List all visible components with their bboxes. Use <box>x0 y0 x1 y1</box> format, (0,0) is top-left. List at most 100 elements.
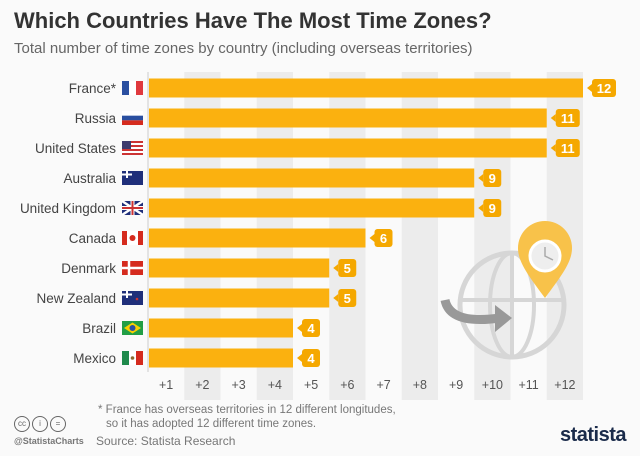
value-label-bg <box>592 79 616 97</box>
footnote-line-1: * France has overseas territories in 12 … <box>98 404 396 416</box>
bar <box>149 228 366 248</box>
value-label-pointer <box>478 174 484 182</box>
flag-icon-br <box>122 321 143 335</box>
value-label: 12 <box>597 81 611 96</box>
bar <box>149 108 547 128</box>
flag-part <box>122 111 143 116</box>
bar <box>149 288 330 308</box>
flag-part <box>122 149 143 151</box>
category-label: Denmark <box>61 261 116 276</box>
value-label-bg <box>555 109 580 127</box>
value-label-pointer <box>369 234 375 242</box>
flag-icon-au <box>122 171 143 185</box>
bar <box>149 168 475 188</box>
bar <box>149 78 583 98</box>
flag-part <box>122 351 129 365</box>
flag-part <box>122 141 143 143</box>
chart-subtitle: Total number of time zones by country (i… <box>14 40 473 57</box>
category-label: United Kingdom <box>20 201 116 216</box>
flag-icon-us <box>122 141 143 155</box>
flag-part <box>129 325 136 331</box>
globe-clock-icon <box>440 221 572 360</box>
flag-part <box>122 120 143 126</box>
value-label-bg <box>302 319 320 337</box>
value-label-pointer <box>550 144 556 152</box>
x-tick-label: +6 <box>340 378 354 392</box>
value-label: 11 <box>561 141 575 156</box>
value-label-pointer <box>333 264 339 272</box>
flag-icon-gb <box>121 199 144 217</box>
value-label: 4 <box>307 321 315 336</box>
value-label-bg <box>338 289 357 307</box>
chart-title: Which Countries Have The Most Time Zones… <box>14 8 492 33</box>
value-label-pointer <box>587 84 592 92</box>
value-label-pointer <box>333 294 339 302</box>
flag-part <box>129 81 136 95</box>
value-label: 9 <box>489 171 496 186</box>
value-label: 6 <box>380 231 387 246</box>
flag-part <box>138 231 143 245</box>
flag-icon-fr <box>122 81 143 95</box>
category-label: France* <box>69 81 117 96</box>
value-label-pointer <box>297 324 302 332</box>
category-label: Canada <box>69 231 117 246</box>
flag-part <box>122 153 143 155</box>
flag-part <box>135 297 139 301</box>
x-tick-label: +2 <box>195 378 209 392</box>
flag-part <box>122 231 127 245</box>
value-label-pointer <box>478 204 484 212</box>
value-label-bg <box>483 169 502 187</box>
value-label-bg <box>374 229 393 247</box>
statista-logo: statista <box>559 424 627 446</box>
value-label: 4 <box>307 351 315 366</box>
flag-icon-nz <box>122 291 143 305</box>
flag-part <box>122 291 143 305</box>
flag-part <box>122 151 143 153</box>
value-label-bg <box>338 259 357 277</box>
value-label-bg <box>302 349 320 367</box>
value-label: 5 <box>344 291 351 306</box>
flag-part <box>130 356 135 360</box>
category-label: United States <box>35 141 116 156</box>
bar <box>149 258 330 278</box>
x-tick-label: +12 <box>554 378 575 392</box>
x-tick-label: +9 <box>449 378 463 392</box>
category-label: Russia <box>75 111 117 126</box>
value-label-bg <box>483 199 502 217</box>
flag-icon-mx <box>122 351 143 365</box>
category-label: New Zealand <box>36 291 116 306</box>
clock-hands <box>544 247 554 261</box>
value-label-pointer <box>550 114 556 122</box>
value-label: 11 <box>561 111 575 126</box>
arrow-icon <box>440 298 501 325</box>
cc-license-icons: cc i = <box>14 416 68 432</box>
flag-part <box>129 235 136 241</box>
category-label: Mexico <box>73 351 116 366</box>
x-tick-label: +11 <box>518 378 538 392</box>
source-text: Source: Statista Research <box>96 434 236 448</box>
footnote-line-2: so it has adopted 12 different time zone… <box>106 418 317 430</box>
flag-part <box>122 143 143 145</box>
flag-part <box>136 81 143 95</box>
x-tick-label: +1 <box>159 378 173 392</box>
value-label: 5 <box>344 261 351 276</box>
x-tick-label: +4 <box>268 378 282 392</box>
flag-part <box>122 171 132 178</box>
x-tick-label: +7 <box>376 378 390 392</box>
x-tick-label: +10 <box>482 378 503 392</box>
value-label-pointer <box>297 354 302 362</box>
flag-part <box>122 147 143 149</box>
x-tick-label: +3 <box>231 378 245 392</box>
x-tick-label: +8 <box>413 378 427 392</box>
flag-part <box>122 141 131 149</box>
flag-part <box>122 261 143 275</box>
flag-part <box>122 201 143 215</box>
category-label: Australia <box>63 171 116 186</box>
twitter-handle: @StatistaCharts <box>14 436 84 446</box>
flag-icon-dk <box>122 261 143 275</box>
flag-part <box>122 171 143 185</box>
flag-part <box>122 81 129 95</box>
flag-part <box>122 145 143 147</box>
bar <box>149 318 293 338</box>
